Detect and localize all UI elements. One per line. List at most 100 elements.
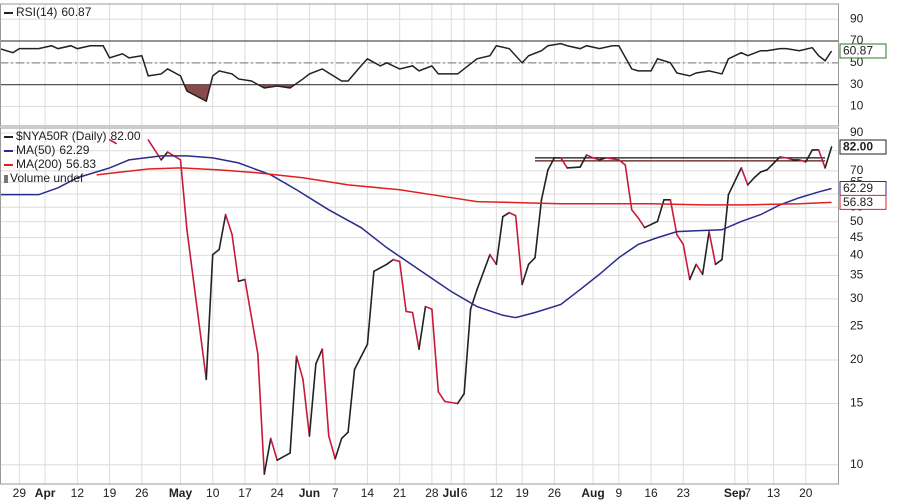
price-segment [244,278,259,355]
y-tick-label: 25 [850,319,864,333]
price-segment [366,270,375,346]
y-tick-label: 20 [850,352,864,366]
price-segment [302,378,311,437]
x-tick-label: 29 [13,486,27,500]
price-segment [714,258,723,266]
y-tick-label: 90 [850,11,864,25]
price-segment [476,253,491,291]
legend-entry: $NYA50R (Daily) 82.00 [16,129,141,143]
x-tick-label: Aug [581,486,604,500]
price-segment [547,157,556,171]
price-segment [508,211,517,217]
price-segment [669,199,678,236]
price-segment [605,157,620,161]
price-segment [695,263,704,276]
price-segment [682,243,691,281]
price-segment [585,154,594,159]
value-box [839,194,887,210]
price-segment [540,169,549,201]
price-segment [566,166,581,169]
x-tick-label: 12 [71,486,85,500]
price-segment [688,263,697,281]
legend-note: Volume undef [10,171,84,185]
price-segment [560,157,569,169]
price-segment [231,233,240,283]
y-tick-label: 50 [850,214,864,228]
x-tick-label: 7 [332,486,339,500]
price-segment [405,310,414,314]
y-tick-label: 45 [850,230,864,244]
price-segment [211,248,220,256]
price-segment [727,167,743,196]
legend-name: RSI(14) [16,5,57,19]
plot-area [0,4,838,126]
value-box-label: 56.83 [843,195,873,209]
legend-swatch [4,175,8,183]
price-segment [431,308,440,393]
price-segment [804,149,814,163]
price-segment [411,311,420,350]
x-tick-label: 19 [515,486,529,500]
x-tick-label: Jul [443,486,460,500]
series-line [96,167,832,206]
x-tick-label: 14 [361,486,375,500]
price-segment [824,146,833,169]
legend-name: $NYA50R (Daily) [16,129,106,143]
x-tick-label: 21 [393,486,407,500]
price-segment [618,159,627,166]
value-box-label: 62.29 [843,181,873,195]
price-segment [501,211,511,218]
value-box-label: 82.00 [843,140,873,154]
y-tick-label: 70 [850,163,864,177]
price-segment [817,149,826,169]
x-tick-label: 9 [615,486,622,500]
price-segment [527,256,536,266]
x-tick-label: Apr [35,486,56,500]
x-tick-label: 19 [103,486,117,500]
x-tick-label: 12 [490,486,504,500]
price-segment [295,355,304,381]
price-segment [579,154,588,168]
x-tick-label: 7 [744,486,751,500]
y-tick-label: 15 [850,396,864,410]
x-tick-label: Jun [299,486,320,500]
y-tick-label: 40 [850,248,864,262]
y-tick-label: 30 [850,77,864,91]
price-segment [205,253,214,381]
price-segment [637,217,646,229]
price-segment [334,437,343,460]
value-box-label: 60.87 [843,44,873,58]
legend-entry: RSI(14) 60.87 [16,5,92,19]
price-segment [340,431,349,440]
price-segment [598,157,607,161]
price-segment [108,139,117,145]
oversold-fill [184,84,295,102]
price-segment [289,355,298,454]
price-segment [263,437,272,475]
legend-value: 56.83 [66,157,96,171]
price-segment [327,435,337,460]
x-tick-label: 20 [799,486,813,500]
price-segment [630,208,639,219]
y-tick-label: 10 [850,99,864,113]
x-tick-label: 16 [644,486,658,500]
price-segment [257,353,266,475]
price-segment [276,452,291,462]
series-line [0,42,833,103]
price-segment [443,400,459,405]
plot-area [0,128,838,484]
price-segment [321,348,330,437]
price-segment [798,159,807,163]
x-tick-label: 26 [135,486,149,500]
legend-entry: MA(200) 56.83 [16,157,96,171]
panel-frame [0,3,839,127]
y-tick-label: 50 [850,55,864,69]
price-segment [463,308,472,395]
y-tick-label: 10 [850,457,864,471]
price-segment [624,164,633,211]
price-segment [179,159,188,231]
price-segment [521,263,530,286]
price-segment [656,199,665,223]
